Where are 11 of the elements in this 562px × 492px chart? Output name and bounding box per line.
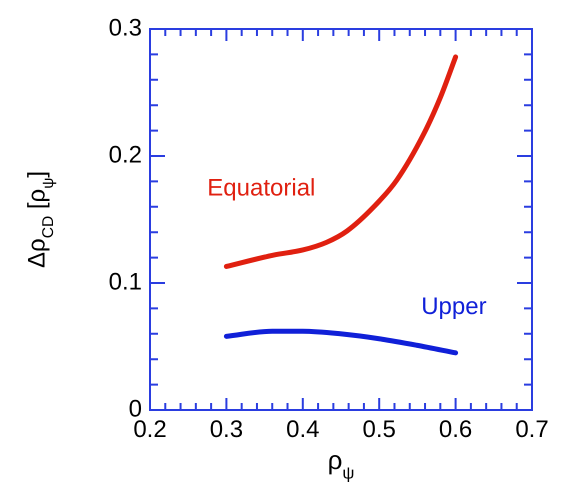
- y-tick-label: 0.2: [108, 142, 142, 169]
- y-tick-label: 0.3: [108, 14, 142, 42]
- x-tick-label: 0.5: [362, 416, 396, 444]
- series-label: Upper: [421, 292, 487, 320]
- x-tick-label: 0.6: [438, 416, 472, 444]
- y-axis-title: ΔρCD [ρψ]: [24, 171, 58, 268]
- y-tick-label: 0.1: [108, 268, 142, 296]
- series-label: Equatorial: [207, 174, 316, 202]
- x-tick-label: 0.4: [286, 416, 320, 444]
- x-tick-label: 0.3: [210, 416, 244, 444]
- x-tick-label: 0.7: [515, 416, 549, 444]
